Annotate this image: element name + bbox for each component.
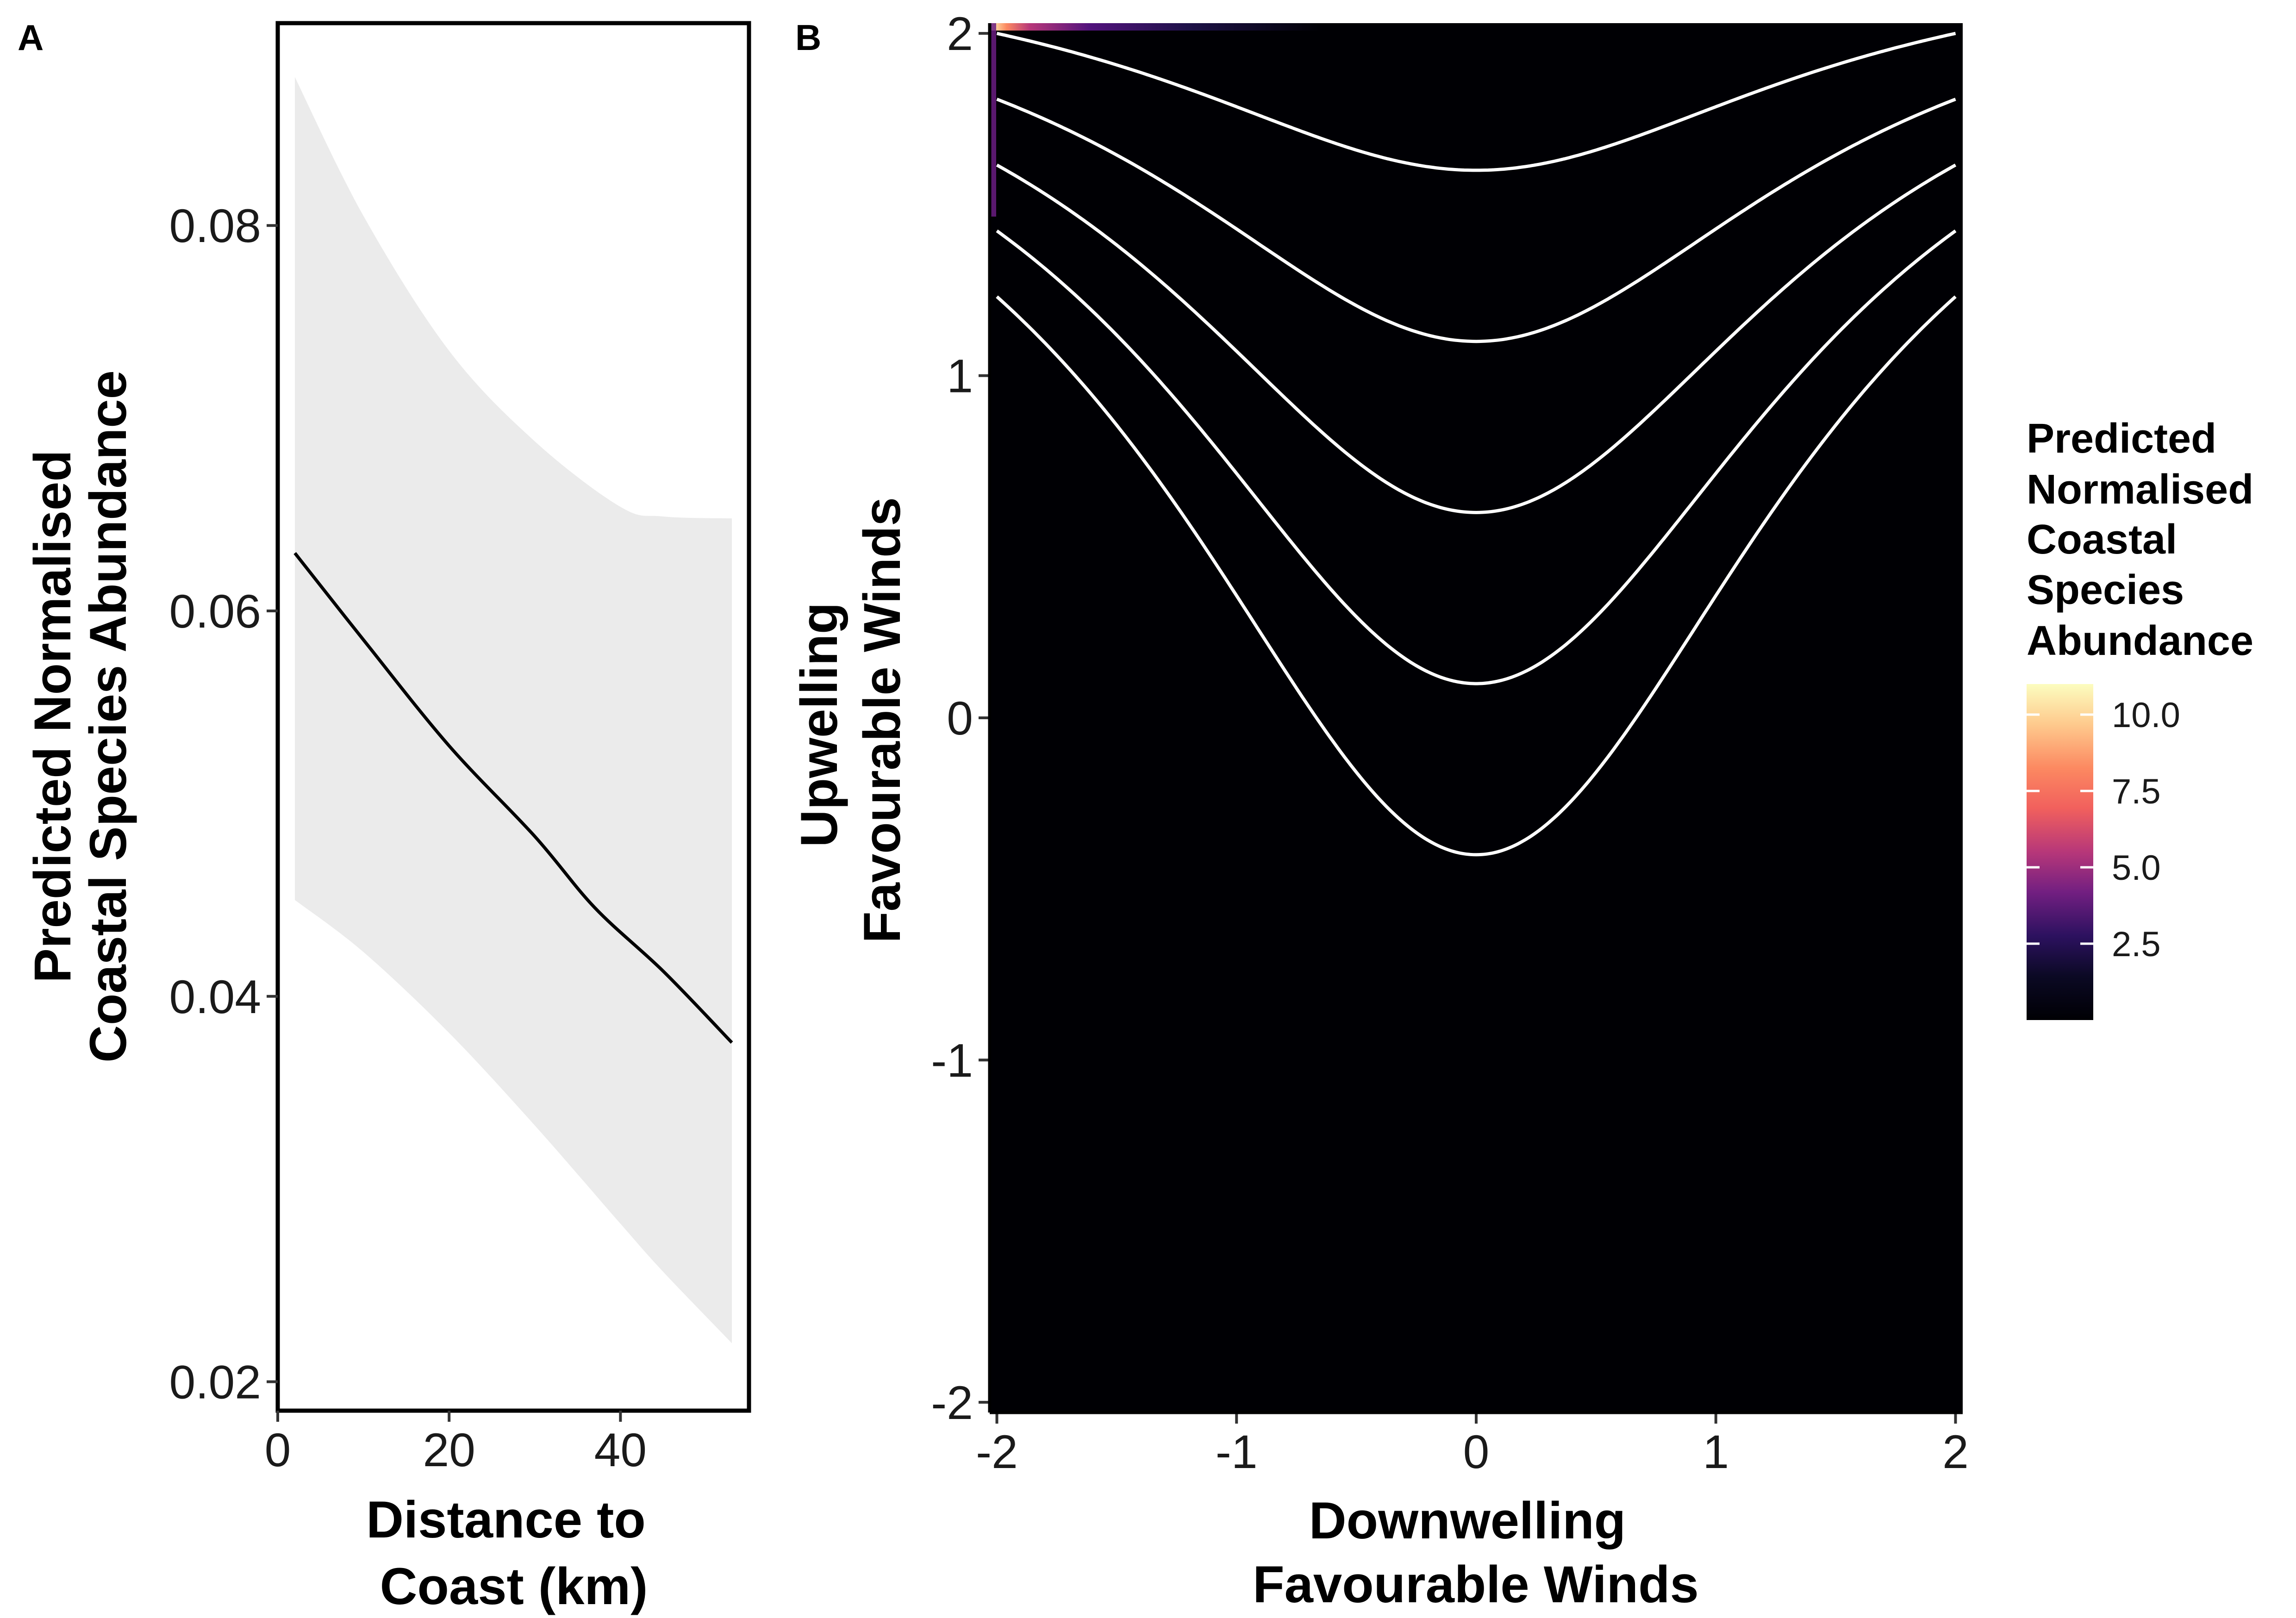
x-axis-title-line-1: Downwelling: [1309, 1492, 1626, 1550]
contour-line: [996, 31, 1956, 172]
heatmap-high-value-strip: [990, 23, 1323, 31]
y-tick-label: 2: [947, 7, 973, 60]
contour-line: [996, 229, 1957, 685]
contour-line: [996, 98, 1956, 343]
x-tick-label: 0: [1463, 1425, 1490, 1478]
x-axis: 0 20 40: [265, 1411, 647, 1476]
y-tick-label: 0.08: [169, 199, 261, 252]
legend-title-line-4: Species: [2027, 567, 2184, 613]
x-axis-title-line-1: Distance to: [366, 1491, 646, 1549]
y-axis: -2 -1 0 1 2: [931, 7, 992, 1429]
panel-a-border: [275, 21, 751, 1413]
colorbar-ticks: 2.5 5.0 7.5 10.0: [2027, 696, 2180, 964]
panel-label-b: B: [795, 17, 821, 58]
confidence-band: [295, 77, 732, 1344]
x-tick-label: 40: [594, 1424, 647, 1476]
colorbar-tick-label: 7.5: [2112, 772, 2161, 811]
legend-title-line-2: Normalised: [2027, 467, 2253, 513]
x-tick-label: -1: [1216, 1425, 1258, 1478]
heatmap-background: [990, 23, 1963, 1413]
legend-title-line-5: Abundance: [2027, 618, 2253, 664]
x-tick-label: 20: [423, 1424, 475, 1476]
y-tick-label: -2: [931, 1376, 973, 1429]
x-axis: -2 -1 0 1 2: [976, 1411, 1969, 1478]
contour-line: [996, 163, 1957, 514]
y-tick-label: 0.02: [169, 1356, 261, 1409]
y-tick-label: 1: [947, 350, 973, 403]
panel-label-a: A: [18, 17, 44, 58]
colorbar-tick-label: 10.0: [2112, 696, 2180, 735]
panel-b-contour-heatmap: -2 -1 0 1 2 -2 -1 0 1 2 Downwelling Favourable W…: [790, 7, 1969, 1613]
contour-lines: [996, 31, 1957, 857]
x-tick-label: 2: [1942, 1425, 1969, 1478]
y-tick-label: -1: [931, 1034, 973, 1087]
legend-title-line-3: Coastal: [2027, 517, 2177, 563]
x-axis-title-line-2: Favourable Winds: [1253, 1556, 1699, 1613]
legend-title-line-1: Predicted: [2027, 416, 2216, 462]
colorbar-legend: Predicted Normalised Coastal Species Abu…: [2027, 416, 2253, 1020]
x-tick-label: 1: [1703, 1425, 1729, 1478]
colorbar: [2027, 684, 2093, 1020]
y-tick-label: 0.06: [169, 585, 261, 638]
contour-line: [996, 295, 1957, 857]
y-axis: 0.02 0.04 0.06 0.08: [169, 199, 278, 1409]
x-tick-label: -2: [976, 1425, 1018, 1478]
x-axis-title-line-2: Coast (km): [380, 1557, 648, 1615]
y-tick-label: 0.04: [169, 971, 261, 1023]
y-axis-title-line-1: Upwelling: [790, 603, 848, 847]
y-axis-title-line-2: Coastal Species Abundance: [79, 370, 137, 1063]
colorbar-tick-label: 5.0: [2112, 848, 2161, 888]
colorbar-tick-label: 2.5: [2112, 925, 2161, 964]
y-axis-title-line-1: Predicted Normalised: [24, 450, 81, 983]
panel-a-line-chart: 0.02 0.04 0.06 0.08 0 20 40 Distance to Coast…: [24, 21, 751, 1615]
y-tick-label: 0: [947, 692, 973, 745]
series-line: [293, 552, 733, 1044]
x-tick-label: 0: [265, 1424, 291, 1476]
y-axis-title-line-2: Favourable Winds: [853, 497, 911, 943]
